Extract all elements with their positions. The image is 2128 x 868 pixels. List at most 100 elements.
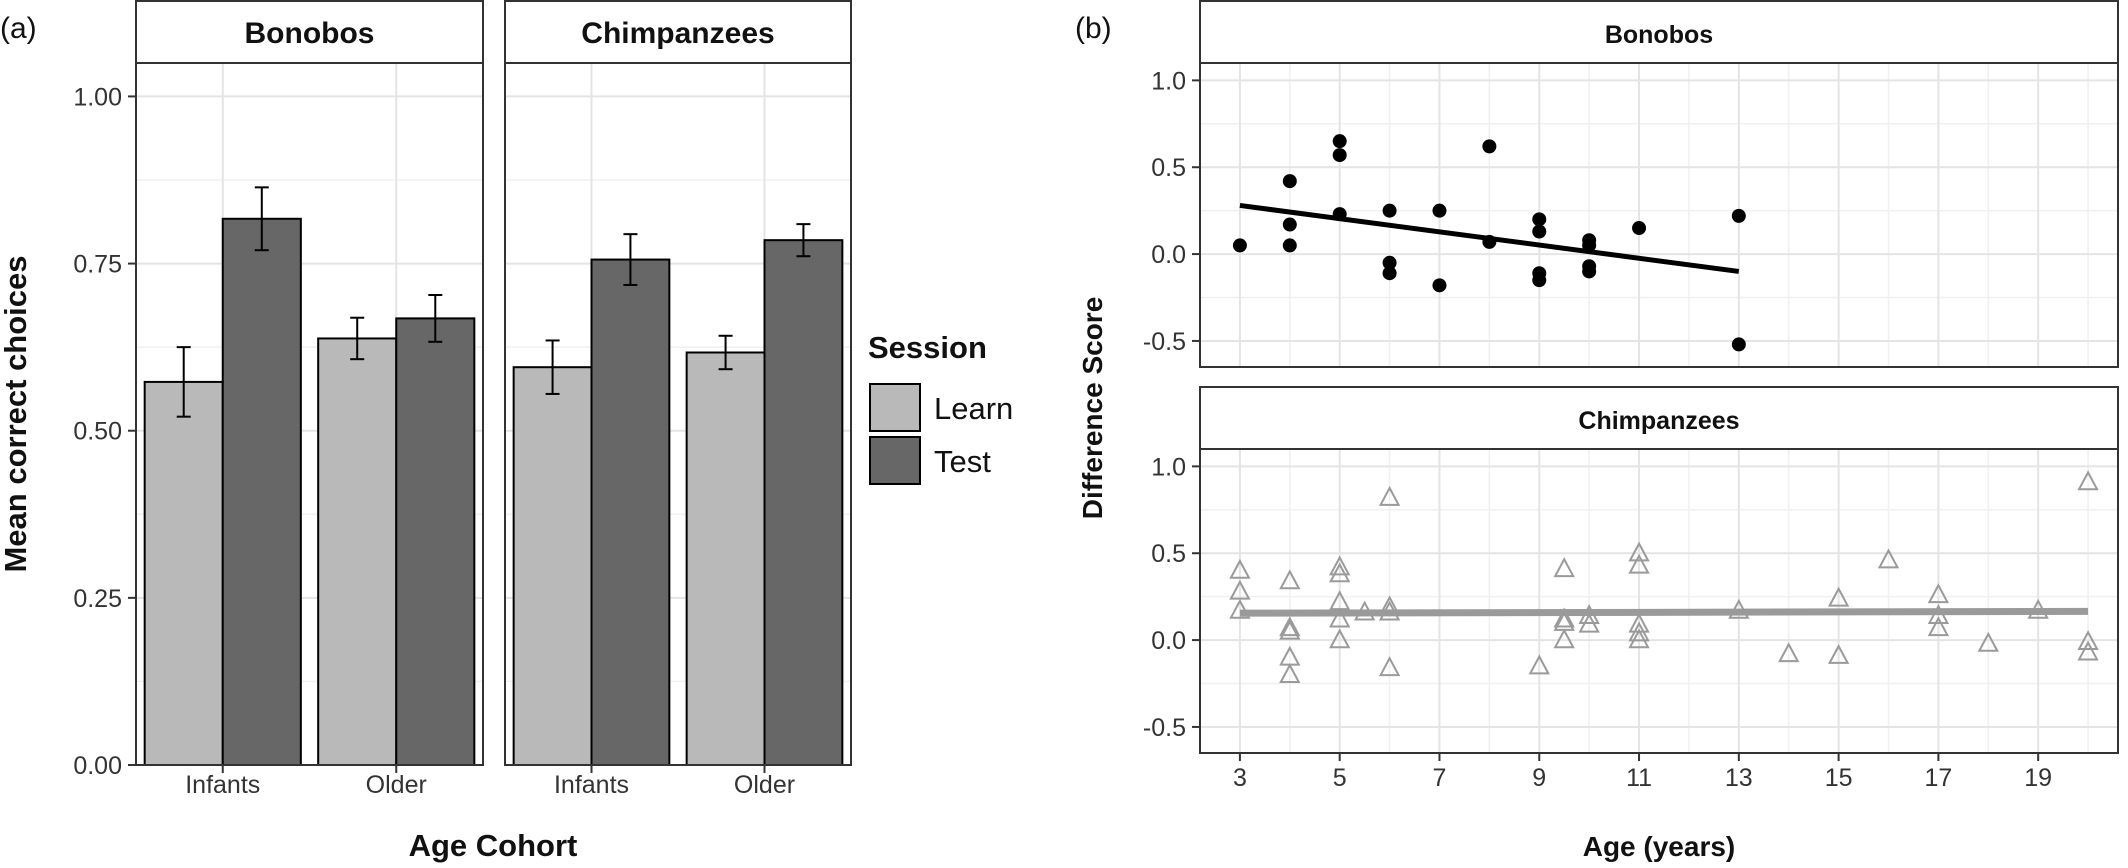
y-tick-label: 0.0 [1151,627,1186,655]
data-point [1329,628,1351,649]
facet-chimpanzees: Chimpanzees -0.5 0.0 0.5 1.0 [1143,386,2119,754]
data-point [1282,174,1297,189]
data-point [1232,238,1247,253]
data-point [1628,628,1650,649]
chart-b-scatter: Bonobos -0.5 0.0 0.5 1.0 Chimpanzees -0.5 0.0 0.… [1077,0,2119,862]
error-bar-chimpanzees-infants-learn [545,339,560,395]
data-point [1731,337,1746,352]
x-tick-label: 17 [1924,764,1952,792]
x-tick-label: 15 [1825,764,1853,792]
x-tick-label: 7 [1433,764,1447,792]
y-tick-label: 0.5 [1151,154,1186,182]
data-point [1877,548,1900,569]
data-point [1528,654,1550,675]
data-point [1279,619,1301,640]
y-tick-label: 0.0 [1151,241,1186,269]
panel-border [1199,448,2119,754]
error-bar-chimpanzees-infants-test [623,233,638,286]
data-point [1482,139,1497,154]
x-tick-label: Infants [554,771,629,799]
legend-label-learn: Learn [934,391,1013,426]
data-point [1553,607,1575,628]
data-point [1332,148,1347,163]
fit-line [1239,202,1740,274]
panel-label-b: (b) [1075,12,1112,45]
data-point [1329,562,1351,583]
data-point [1329,607,1351,628]
data-point [1229,598,1251,619]
chart-a-bar: Bonobos Infants Older Chimpanzees Infants Old… [0,0,1013,863]
x-tick-label: 19 [2024,764,2052,792]
data-point [1632,221,1647,236]
error-bar-bonobos-older-test [428,293,443,343]
data-point [1977,631,1999,652]
facet-bonobos: Bonobos Infants Older [135,0,484,799]
y-tick-label: 0.75 [73,251,122,279]
bar-bonobos-older-learn [317,337,398,766]
fit-line [1239,607,2089,617]
legend-key-test [869,436,921,485]
strip [135,0,484,64]
data-point [1279,616,1301,637]
error-bar-bonobos-infants-learn [176,346,191,418]
data-point [1229,579,1251,600]
y-tick-label: 0.25 [73,585,122,613]
data-point [1628,553,1650,574]
data-point [1332,134,1347,149]
x-tick-label: 13 [1725,764,1753,792]
error-bar-chimpanzees-older-learn [718,334,733,371]
data-point [1432,203,1447,218]
strip [1199,386,2119,450]
data-point [2077,640,2099,661]
y-tick-label: -0.5 [1143,714,1186,742]
data-point [1731,208,1746,223]
x-tick-label: Older [734,771,795,799]
y-tick-label: 0.50 [73,418,122,446]
strip [504,0,852,64]
data-point [1628,621,1650,642]
data-point [1382,255,1397,270]
bar-bonobos-infants-learn [143,380,224,766]
legend-title: Session [868,330,987,365]
data-point [1282,217,1297,232]
y-tick-label: 1.0 [1151,67,1186,95]
data-point [1578,612,1600,633]
data-point [1927,583,1950,604]
data-point [1778,642,1800,663]
data-point [1582,264,1597,279]
error-bar-chimpanzees-older-test [796,223,811,258]
data-point [1382,203,1397,218]
data-point [1382,266,1397,281]
data-point [1927,616,1950,637]
data-point [1279,663,1301,684]
bar-chimpanzees-older-test [763,239,844,766]
data-point [2077,470,2099,491]
facet-chimpanzees: Chimpanzees Infants Older [504,0,852,799]
strip-label: Chimpanzees [1578,407,1739,435]
strip-label: Bonobos [1605,21,1713,49]
x-tick-label: 9 [1532,764,1546,792]
data-point [1378,656,1401,677]
y-axis-title: Difference Score [1077,297,1108,520]
y-tick-label: -0.5 [1143,328,1186,356]
data-point [2077,630,2099,651]
bar-chimpanzees-older-learn [685,351,766,766]
data-point [1532,224,1547,239]
legend-label-test: Test [934,444,991,479]
y-tick-label: 0.5 [1151,540,1186,568]
strip-label: Chimpanzees [581,17,774,50]
x-tick-label: 11 [1626,764,1652,792]
data-point [1432,278,1447,293]
strip-label: Bonobos [245,17,375,50]
y-tick-label: 1.00 [73,83,122,111]
data-point [1329,555,1351,576]
data-point [1532,212,1547,227]
facet-bonobos: Bonobos -0.5 0.0 0.5 1.0 [1143,0,2119,368]
x-axis-title: Age (years) [1583,831,1736,862]
x-tick-label: Infants [185,771,260,799]
y-tick-label: 1.0 [1151,453,1186,481]
bar-chimpanzees-infants-learn [512,366,593,766]
strip [1199,0,2119,64]
data-point [1827,644,1850,664]
